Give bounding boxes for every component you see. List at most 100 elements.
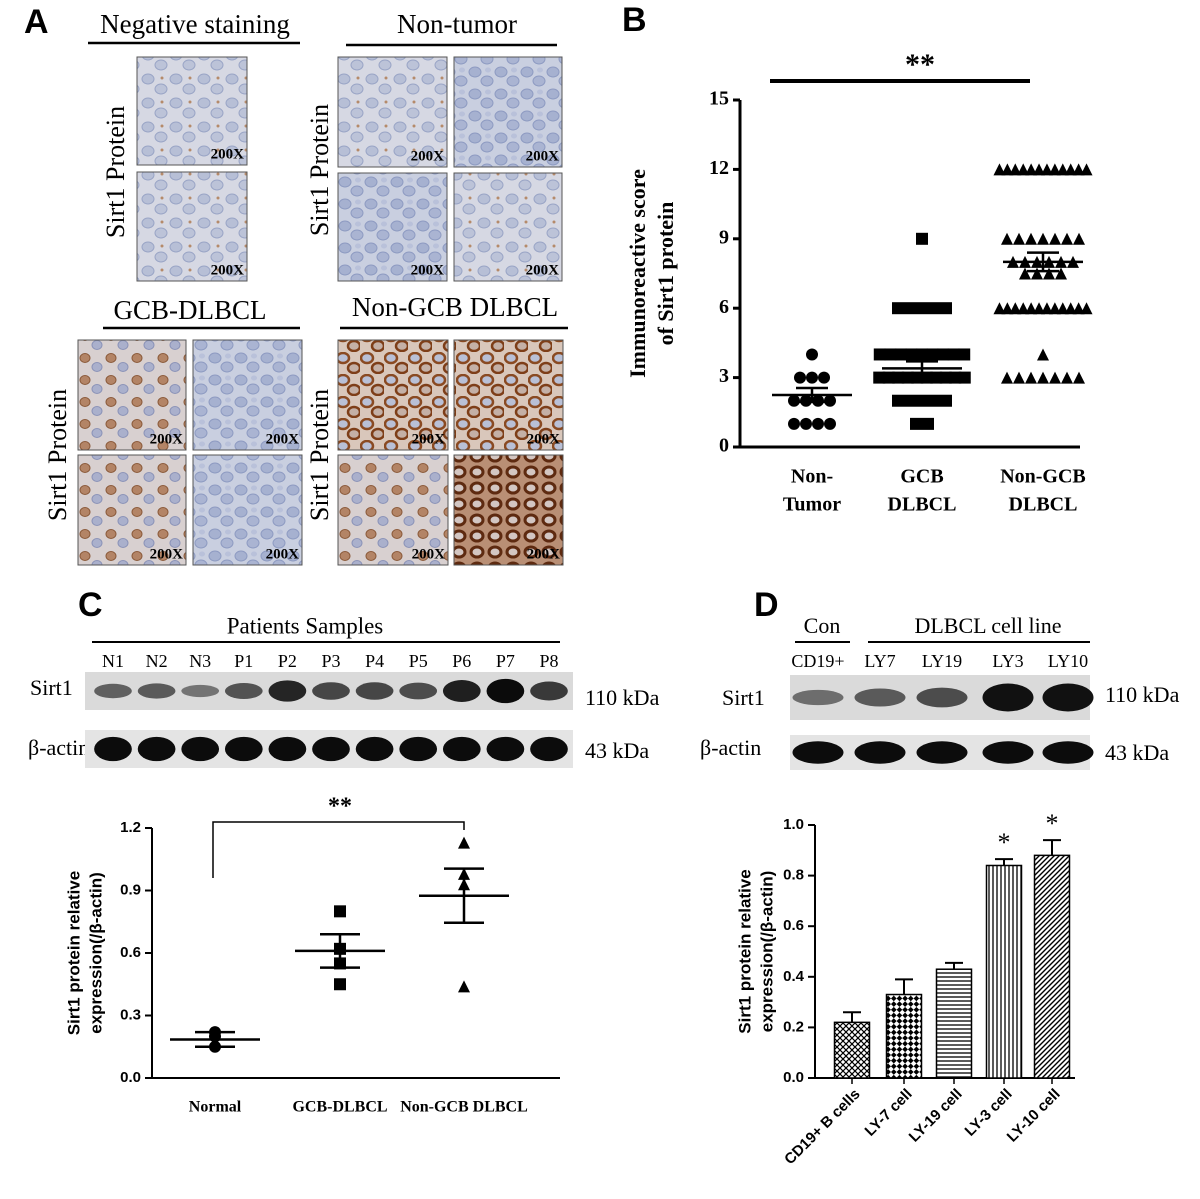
point — [1037, 348, 1049, 361]
point — [1033, 163, 1046, 176]
x-tick-label: DLBCL — [1009, 494, 1078, 516]
blot-band — [854, 741, 906, 764]
magnification-label: 200X — [150, 431, 184, 447]
panel-a: Negative staining Non-tumor GCB-DLBCL No… — [43, 9, 568, 521]
point — [1080, 302, 1093, 315]
point — [1061, 371, 1073, 384]
row-label: Sirt1 Protein — [305, 104, 334, 236]
lane-label: N2 — [146, 651, 168, 671]
micrograph — [136, 56, 248, 166]
point — [806, 348, 818, 361]
point — [1043, 267, 1055, 280]
point — [916, 394, 928, 407]
point — [1033, 302, 1046, 315]
magnification-label: 200X — [412, 546, 446, 562]
lane-label: N1 — [102, 651, 124, 671]
y-tick-label: 9 — [719, 226, 729, 248]
point — [1080, 163, 1093, 176]
row-label: Sirt1 Protein — [43, 389, 72, 521]
group-title: Negative staining — [100, 9, 290, 39]
blot-band — [137, 736, 176, 762]
blot-band — [399, 736, 438, 762]
point — [928, 394, 940, 407]
blot-band — [268, 680, 307, 702]
point — [1064, 163, 1077, 176]
y-axis-label: Sirt1 protein relative — [64, 871, 83, 1035]
point — [1019, 267, 1031, 280]
blot-band — [1042, 683, 1094, 712]
point — [1013, 371, 1025, 384]
point — [1013, 232, 1025, 245]
point — [1055, 267, 1067, 280]
magnification-label: 200X — [527, 546, 561, 562]
point — [1001, 163, 1014, 176]
point — [1048, 302, 1061, 315]
blot-band — [854, 688, 906, 707]
blot-band — [1042, 741, 1094, 764]
y-tick-label: 0.9 — [120, 881, 141, 898]
size-label: 110 kDa — [1105, 682, 1180, 707]
point — [882, 371, 895, 384]
point — [922, 417, 934, 430]
x-tick-label: CD19+ B cells — [781, 1086, 863, 1168]
blot-band — [355, 682, 394, 700]
point — [958, 371, 971, 384]
micrograph — [192, 339, 303, 451]
y-tick-label: 0.6 — [783, 917, 804, 934]
blot-band — [486, 736, 525, 762]
point — [806, 371, 818, 384]
row-label: Sirt1 — [30, 675, 73, 700]
size-label: 43 kDa — [585, 738, 649, 763]
x-tick-label: Non- — [791, 466, 833, 488]
point — [800, 417, 812, 430]
micrograph — [337, 56, 448, 168]
lane-label: LY19 — [922, 651, 962, 671]
y-tick-label: 6 — [719, 296, 729, 318]
micrograph — [337, 454, 449, 566]
lane-label: P8 — [539, 651, 558, 671]
blot-band — [181, 736, 220, 762]
group-label: DLBCL cell line — [914, 613, 1061, 638]
magnification-label: 200X — [150, 546, 184, 562]
micrograph — [136, 171, 248, 282]
y-axis-label: Sirt1 protein relative — [735, 869, 754, 1033]
blot-band — [224, 736, 263, 762]
y-tick-label: 15 — [709, 88, 729, 110]
point — [993, 163, 1006, 176]
point — [1017, 163, 1030, 176]
micrograph — [77, 339, 187, 451]
significance-label: * — [998, 828, 1011, 857]
row-label: Sirt1 Protein — [305, 389, 334, 521]
point — [892, 371, 905, 384]
point — [334, 978, 346, 991]
point — [1009, 163, 1022, 176]
point — [1056, 302, 1069, 315]
x-tick-label: GCB-DLBCL — [292, 1099, 387, 1116]
point — [1031, 267, 1043, 280]
blot-title: Patients Samples — [227, 613, 384, 638]
point — [947, 348, 960, 361]
y-tick-label: 0.8 — [783, 867, 804, 884]
blot-band — [792, 741, 844, 764]
blot-band — [530, 681, 568, 701]
group-label: Con — [804, 613, 841, 638]
point — [884, 348, 897, 361]
point — [939, 371, 952, 384]
point — [788, 394, 800, 407]
y-axis-label: Immunoreactive score — [625, 169, 650, 378]
point — [892, 394, 904, 407]
blots: Patients Samples Sirt1 β-actin 110 kDa 4… — [28, 613, 1180, 765]
point — [334, 905, 346, 918]
y-tick-label: 0.0 — [783, 1069, 804, 1086]
significance-label: ** — [905, 48, 935, 81]
y-tick-label: 0 — [719, 435, 729, 457]
point — [1040, 302, 1053, 315]
x-tick-label: LY-10 cell — [1004, 1086, 1064, 1146]
lane-label: P2 — [278, 651, 297, 671]
size-label: 43 kDa — [1105, 740, 1169, 765]
blot-band — [530, 736, 568, 762]
point — [1064, 302, 1077, 315]
x-tick-label: LY-19 cell — [906, 1086, 966, 1146]
point — [1073, 232, 1085, 245]
magnification-label: 200X — [526, 262, 560, 278]
